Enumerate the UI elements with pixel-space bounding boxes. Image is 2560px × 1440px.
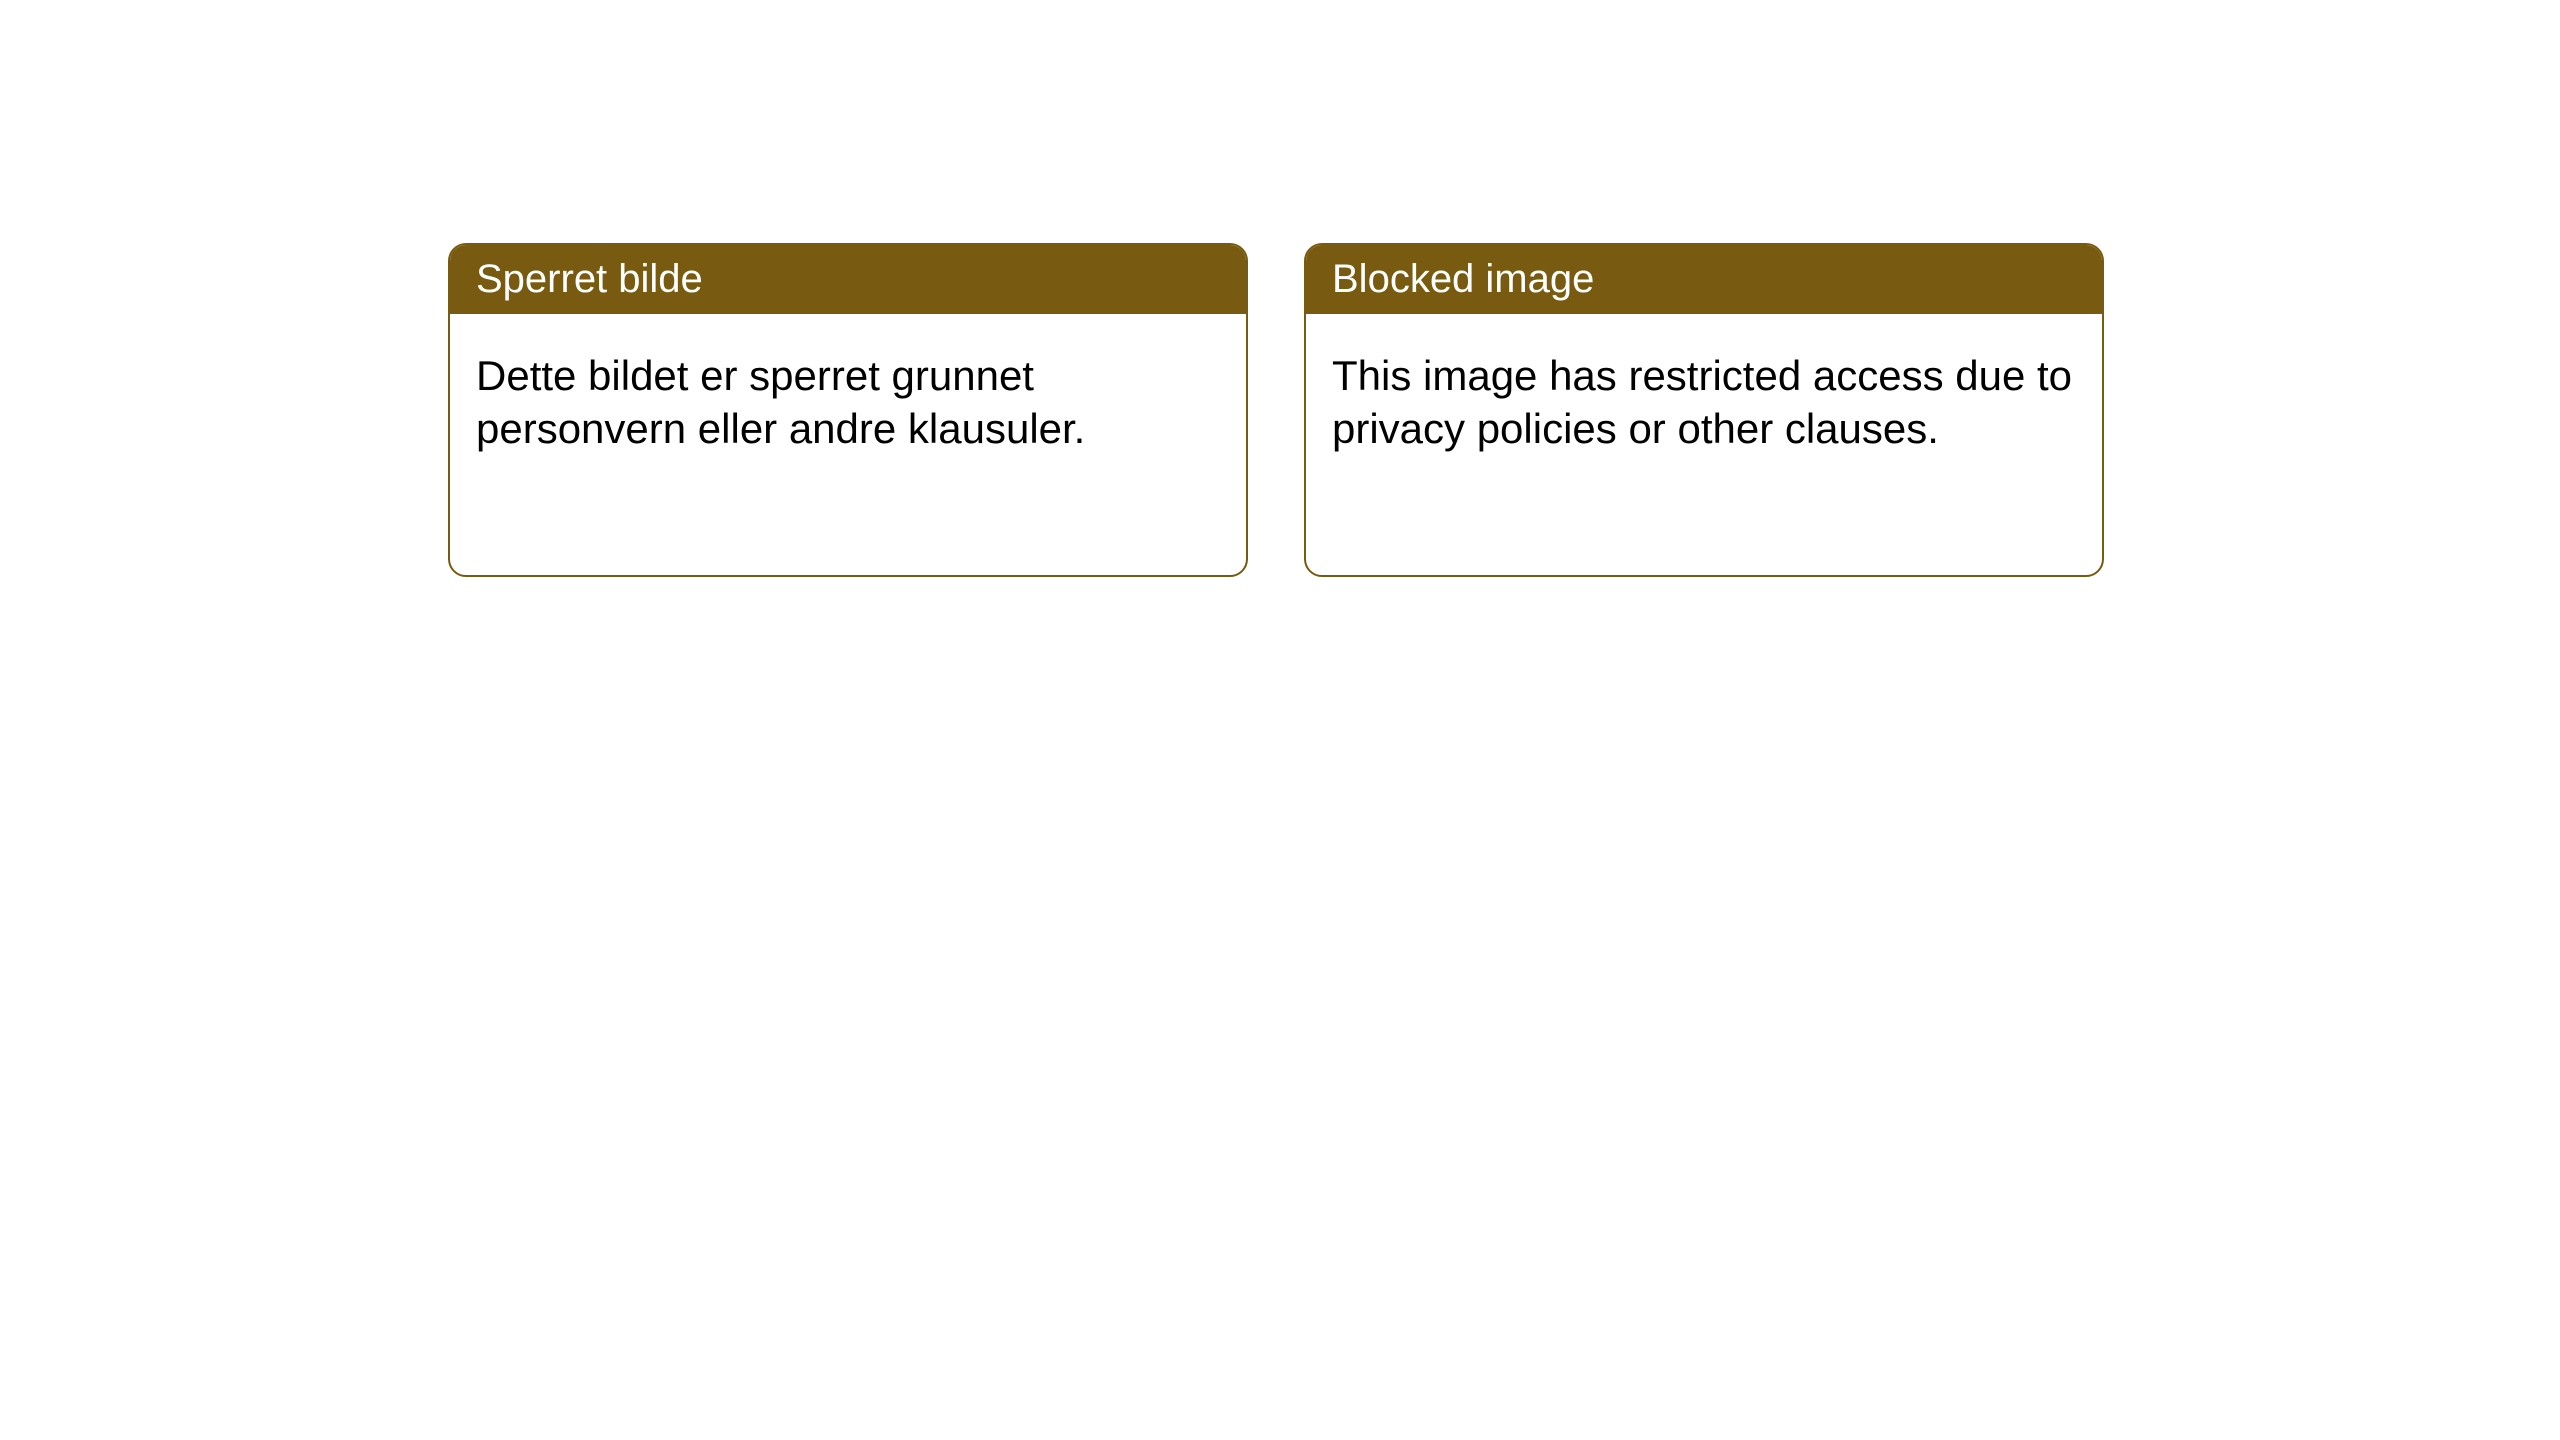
card-body-text: Dette bildet er sperret grunnet personve… [476, 352, 1085, 452]
notice-card-norwegian: Sperret bilde Dette bildet er sperret gr… [448, 243, 1248, 577]
card-body-text: This image has restricted access due to … [1332, 352, 2072, 452]
card-header: Sperret bilde [450, 245, 1246, 314]
notice-cards-container: Sperret bilde Dette bildet er sperret gr… [448, 243, 2104, 577]
card-body: Dette bildet er sperret grunnet personve… [450, 314, 1246, 491]
card-title: Sperret bilde [476, 257, 703, 301]
card-body: This image has restricted access due to … [1306, 314, 2102, 491]
notice-card-english: Blocked image This image has restricted … [1304, 243, 2104, 577]
card-title: Blocked image [1332, 257, 1594, 301]
card-header: Blocked image [1306, 245, 2102, 314]
